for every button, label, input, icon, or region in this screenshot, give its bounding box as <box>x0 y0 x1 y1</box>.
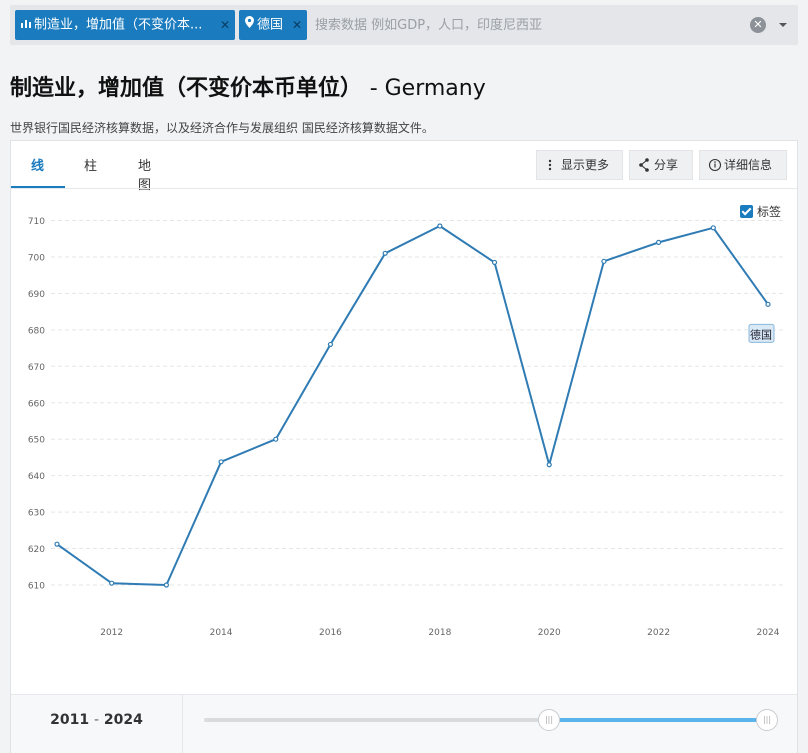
data-point <box>656 239 662 245</box>
data-point <box>491 259 498 266</box>
info-icon <box>708 151 722 189</box>
slider-handle-start[interactable]: ||| <box>538 709 560 731</box>
data-point <box>327 341 334 348</box>
data-point <box>273 436 279 442</box>
more-vertical-icon <box>545 151 555 189</box>
indicator-chip-label: 制造业，增加值（不变价本... <box>34 17 203 33</box>
data-point <box>710 225 716 231</box>
y-tick-label: 620 <box>28 545 45 555</box>
share-label: 分享 <box>654 158 679 172</box>
data-point <box>765 301 771 307</box>
page-title: 制造业，增加值（不变价本币单位） - Germany <box>10 70 486 102</box>
y-tick-label: 710 <box>28 217 45 227</box>
x-tick-label: 2022 <box>647 628 670 638</box>
year-range-label: 2011 - 2024 <box>11 695 183 753</box>
data-point <box>437 223 443 229</box>
series-label: 德国 <box>750 327 772 341</box>
details-button[interactable]: 详细信息 <box>699 150 787 180</box>
x-tick-label: 2012 <box>100 628 123 638</box>
labels-toggle-label: 标签 <box>757 205 782 219</box>
source-note: 世界银行国民经济核算数据，以及经济合作与发展组织 国民经济核算数据文件。 <box>10 121 434 135</box>
data-point <box>601 258 607 264</box>
active-tab-indicator <box>11 186 65 189</box>
country-title: - Germany <box>369 76 486 101</box>
data-point <box>163 582 169 588</box>
data-point <box>382 250 388 256</box>
search-bar: 制造业，增加值（不变价本... ✕ 德国 ✕ ✕ <box>10 5 798 45</box>
indicator-chip[interactable]: 制造业，增加值（不变价本... ✕ <box>15 10 235 40</box>
search-input[interactable] <box>315 14 735 36</box>
range-dash: - <box>93 712 100 728</box>
chevron-down-icon[interactable] <box>778 17 792 33</box>
y-tick-label: 640 <box>28 472 45 482</box>
divider <box>11 188 797 189</box>
data-point <box>54 541 60 547</box>
y-tick-label: 690 <box>28 290 45 300</box>
show-more-button[interactable]: 显示更多 <box>536 150 623 180</box>
labels-toggle[interactable]: 标签 <box>740 203 781 220</box>
bar-chart-icon <box>21 10 31 40</box>
remove-country-icon[interactable]: ✕ <box>291 18 302 32</box>
indicator-title: 制造业，增加值（不变价本币单位） <box>10 76 363 101</box>
slider-fill <box>549 718 767 722</box>
tab-map[interactable]: 地图 <box>138 159 152 193</box>
slider-handle-end[interactable]: ||| <box>756 709 778 731</box>
y-tick-label: 700 <box>28 253 45 263</box>
tab-bar[interactable]: 柱 <box>84 159 98 174</box>
x-tick-label: 2020 <box>538 628 561 638</box>
location-pin-icon <box>245 10 254 40</box>
year-range-slider[interactable]: ||| ||| <box>204 709 778 731</box>
x-tick-label: 2018 <box>428 628 451 638</box>
x-tick-label: 2016 <box>319 628 342 638</box>
show-more-label: 显示更多 <box>561 158 610 172</box>
range-end: 2024 <box>103 712 143 728</box>
chart-card: 线 柱 地图 显示更多 分享 详细信息 标签 610 620 630 640 650 66… <box>10 140 798 753</box>
share-icon <box>638 151 650 189</box>
y-tick-label: 680 <box>28 326 45 336</box>
series-label-box <box>748 323 775 343</box>
range-start: 2011 <box>50 712 90 728</box>
year-range-bar: 2011 - 2024 ||| ||| <box>11 694 797 753</box>
y-tick-label: 670 <box>28 363 45 373</box>
share-button[interactable]: 分享 <box>629 150 693 180</box>
data-point <box>109 580 115 586</box>
x-tick-label: 2014 <box>210 628 233 638</box>
details-label: 详细信息 <box>724 158 773 172</box>
y-tick-label: 660 <box>28 399 45 409</box>
y-tick-label: 630 <box>28 509 45 519</box>
labels-checkbox[interactable] <box>740 205 753 218</box>
remove-indicator-icon[interactable]: ✕ <box>219 18 230 32</box>
data-point <box>218 459 224 465</box>
y-tick-label: 650 <box>28 436 45 446</box>
y-tick-label: 610 <box>28 582 45 592</box>
tab-line[interactable]: 线 <box>31 159 45 174</box>
country-chip[interactable]: 德国 ✕ <box>239 10 307 40</box>
clear-search-icon[interactable]: ✕ <box>750 17 766 33</box>
country-chip-label: 德国 <box>257 17 284 33</box>
x-tick-label: 2024 <box>757 628 780 638</box>
series-line <box>56 225 769 586</box>
data-point <box>546 462 552 468</box>
line-chart: 610 620 630 640 650 660 670 680 690 700 710 2012 201… <box>28 217 783 638</box>
